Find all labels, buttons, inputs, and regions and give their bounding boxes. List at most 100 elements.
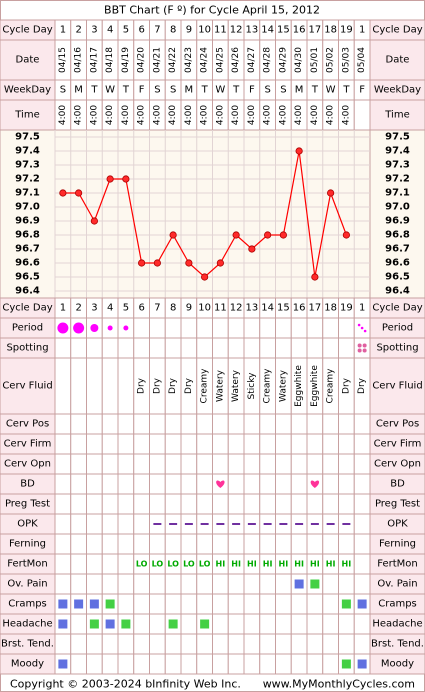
cell-cerv_firm — [54, 433, 72, 455]
row-label-time: Time — [14, 110, 39, 121]
temp-point — [248, 245, 256, 253]
cell-cerv_firm — [164, 433, 182, 455]
cell-ov_pain — [275, 573, 292, 595]
cerv-fluid-label: Creamy — [200, 368, 210, 404]
weekday-label: M — [295, 85, 304, 96]
row-label-right-weekday: WeekDay — [374, 85, 421, 96]
cell-spotting — [290, 337, 308, 359]
cell-ferning — [164, 533, 182, 555]
cell-cerv_fluid — [117, 357, 135, 415]
cell-ov_pain — [353, 573, 371, 595]
moody-marker — [58, 659, 68, 669]
cell-headache — [212, 613, 229, 635]
cell-brst_tend — [306, 633, 324, 655]
temp-tick-label-right: 96.5 — [385, 272, 410, 283]
cycle_day-label: 14 — [261, 25, 274, 36]
cell-preg_test — [243, 493, 261, 515]
weekday-label: S — [154, 85, 160, 96]
row-label-right-cerv_opn: Cerv Opn — [374, 459, 421, 470]
date-label: 05/02 — [326, 47, 336, 73]
fertmon-label: HI — [342, 560, 352, 569]
time-label: 4:00 — [247, 105, 257, 125]
cell-preg_test — [164, 493, 182, 515]
cell-ferning — [338, 533, 355, 555]
period-dot — [107, 325, 113, 331]
cell-moody — [227, 653, 245, 675]
temp-point — [295, 147, 303, 155]
row-label-right-cramps: Cramps — [378, 599, 417, 610]
cell-cerv_opn — [290, 453, 308, 475]
cell-moody — [243, 653, 261, 675]
time-label: 4:00 — [263, 105, 273, 125]
cell-cerv_pos — [196, 413, 213, 435]
cell-brst_tend — [212, 633, 229, 655]
temp-tick-label-right: 97.2 — [385, 174, 410, 185]
cell-bd — [353, 473, 371, 495]
cell-brst_tend — [290, 633, 308, 655]
cell-period — [259, 317, 276, 339]
cerv-fluid-label: Dry — [341, 377, 351, 394]
cell-headache — [259, 613, 276, 635]
cell-cerv_pos — [227, 413, 245, 435]
cell-moody — [259, 653, 276, 675]
cell-headache — [180, 613, 198, 635]
date-label: 05/03 — [341, 47, 351, 73]
cell-headache — [275, 613, 292, 635]
cell-moody — [133, 653, 150, 675]
cycle_day-label: 1 — [359, 25, 365, 36]
cell-ov_pain — [70, 573, 87, 595]
moody-marker — [341, 659, 351, 669]
fertmon-label: HI — [279, 560, 289, 569]
fertmon-label: HI — [294, 560, 304, 569]
date-label: 04/21 — [152, 47, 162, 73]
cell-cerv_pos — [290, 413, 308, 435]
cell-spotting — [306, 337, 324, 359]
date-label: 04/30 — [294, 47, 304, 73]
cycle_day-label: 5 — [123, 25, 129, 36]
cell-ferning — [196, 533, 213, 555]
cell-ferning — [243, 533, 261, 555]
row-label-cell-right-time — [369, 99, 425, 131]
cell-cerv_pos — [54, 413, 72, 435]
weekday-label: T — [342, 85, 350, 96]
cell-cerv_firm — [243, 433, 261, 455]
cell-cerv_opn — [306, 453, 324, 475]
cell-opk — [101, 513, 119, 535]
cell-bd — [243, 473, 261, 495]
cell-cramps — [227, 593, 245, 615]
cell-bd — [101, 473, 119, 495]
cell-brst_tend — [322, 633, 339, 655]
fertmon-label: LO — [183, 560, 195, 569]
cell-moody — [290, 653, 308, 675]
cell-ov_pain — [164, 573, 182, 595]
period-spot-dot — [360, 326, 364, 330]
cell-moody — [101, 653, 119, 675]
cell-headache — [353, 613, 371, 635]
row-label-date: Date — [16, 55, 40, 66]
cell-cramps — [133, 593, 150, 615]
cell-ferning — [86, 533, 103, 555]
cell-period — [164, 317, 182, 339]
cycle_day-label: 16 — [293, 25, 306, 36]
cell-cerv_pos — [353, 413, 371, 435]
cell-preg_test — [275, 493, 292, 515]
cell-spotting — [101, 337, 119, 359]
row-label-ferning: Ferning — [9, 539, 46, 550]
cell-preg_test — [212, 493, 229, 515]
cell-ferning — [259, 533, 276, 555]
cell-fertmon — [70, 553, 87, 575]
cell-ov_pain — [196, 573, 213, 595]
row-label-cell-date — [0, 39, 56, 81]
time-label: 4:00 — [310, 105, 320, 125]
cycle_day-label-2: 10 — [198, 303, 211, 314]
cell-cerv_opn — [101, 453, 119, 475]
cell-period — [306, 317, 324, 339]
cell-period — [290, 317, 308, 339]
cell-period — [227, 317, 245, 339]
cycle_day-label-2: 2 — [75, 303, 81, 314]
cerv-fluid-label: Creamy — [326, 368, 336, 404]
temp-point — [327, 189, 335, 197]
weekday-label: F — [249, 85, 255, 96]
fertmon-label: HI — [247, 560, 257, 569]
cerv-fluid-label: Dry — [184, 377, 194, 394]
